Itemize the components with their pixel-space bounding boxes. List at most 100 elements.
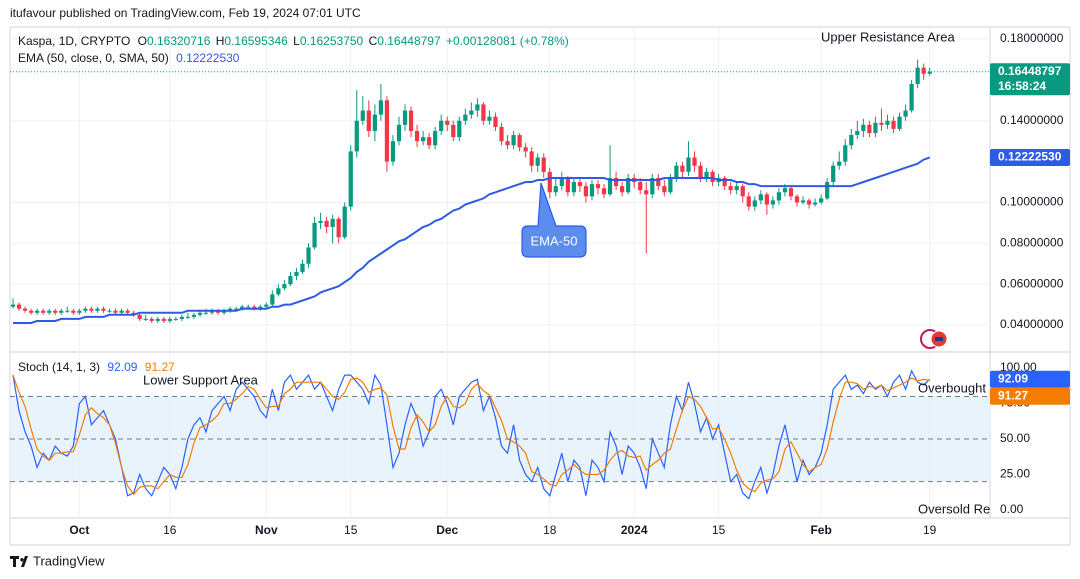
x-tick-label: 15 (712, 523, 726, 537)
candle-body (758, 194, 763, 201)
y-tick-label: 0.14000000 (1000, 113, 1064, 127)
candle-body (28, 310, 34, 313)
candle-body (800, 200, 806, 203)
candle-body (288, 276, 293, 285)
candle-body (173, 318, 178, 320)
candle-body (668, 177, 673, 193)
candle-body (433, 130, 438, 146)
last-price-tag: 16:58:24 (998, 79, 1046, 93)
candle-body (903, 110, 908, 117)
candle-body (879, 122, 884, 125)
candle-body (258, 306, 263, 309)
ema-callout (521, 182, 587, 258)
annotation: Overbought (918, 380, 986, 395)
candle-body (487, 116, 492, 121)
ema-name: EMA (50, close, 0, SMA, 50) (18, 51, 169, 65)
candle-body (185, 316, 191, 318)
x-tick-label: 15 (344, 523, 358, 537)
candle-body (396, 124, 402, 142)
candle-body (89, 308, 94, 311)
candle-body (849, 135, 854, 146)
candle-body (240, 306, 245, 309)
candle-body (601, 188, 607, 195)
candle-body (366, 110, 371, 131)
candle-body (595, 184, 601, 189)
candle-body (529, 151, 534, 166)
candle-body (47, 310, 52, 313)
candle-body (547, 171, 552, 193)
candle-body (776, 192, 782, 201)
candle-body (457, 120, 462, 138)
candle-body (16, 304, 22, 309)
candle-body (891, 120, 896, 129)
candle-body (812, 202, 818, 205)
candle-body (276, 288, 281, 295)
candle-body (565, 177, 570, 193)
brand-logo (10, 556, 28, 567)
candle-body (680, 165, 685, 172)
candle-body (475, 104, 480, 111)
candle-body (372, 114, 377, 131)
candle-body (927, 71, 932, 74)
icon-stripe (935, 337, 943, 341)
candle-body (107, 310, 112, 312)
candle-body (650, 177, 655, 195)
candle-body (837, 161, 842, 166)
candle-body (143, 318, 148, 320)
candle-body (155, 318, 160, 321)
candle-body (10, 304, 16, 307)
y-tick-label: 0.06000000 (1000, 276, 1064, 290)
ema-callout-text: EMA-50 (531, 233, 578, 248)
candle-body (469, 110, 474, 115)
stoch-legend: Stoch (14, 1, 3) 92.09 91.27 (18, 360, 175, 374)
candle-body (843, 145, 848, 162)
candle-body (149, 318, 154, 321)
ohlc-value: 0.16320716 (147, 34, 211, 48)
candle-body (402, 110, 408, 125)
y-tick-label: 50.00 (1000, 431, 1030, 445)
x-tick-label: 18 (543, 523, 557, 537)
y-tick-label: 0.00 (1000, 502, 1024, 516)
candle-body (523, 147, 528, 152)
candle-body (583, 186, 589, 197)
y-tick-label: 0.18000000 (1000, 31, 1064, 45)
candle-body (348, 151, 353, 207)
candle-body (35, 310, 40, 313)
candle-body (336, 218, 341, 238)
candle-body (861, 124, 866, 131)
ohlc-value: 0.16595346 (224, 34, 288, 48)
candle-body (686, 157, 691, 172)
candle-body (427, 137, 432, 146)
brand-name: TradingView (33, 553, 105, 568)
last-price-tag-bg (990, 63, 1070, 96)
y-tick-label: 100.00 (1000, 360, 1037, 374)
candle-body (710, 171, 715, 183)
candle-body (101, 308, 106, 311)
ohlc-key: H (216, 34, 225, 48)
candle-body (137, 314, 142, 319)
change: +0.00128081 (+0.78%) (446, 34, 569, 48)
candle-body (445, 120, 450, 125)
candle-body (897, 116, 902, 129)
stoch-title: Stoch (14, 1, 3) (18, 360, 100, 374)
candle-body (728, 186, 733, 191)
y-tick-label: 25.00 (1000, 467, 1030, 481)
candle-body (740, 186, 745, 197)
y-tick-label: 0.10000000 (1000, 195, 1064, 209)
candle-body (662, 186, 667, 193)
candle-body (234, 308, 239, 310)
candle-body (559, 177, 564, 187)
annotation: Oversold Re (918, 501, 990, 516)
candle-body (493, 116, 498, 127)
candle-body (909, 83, 914, 111)
candle-body (215, 310, 221, 313)
candle-body (264, 304, 269, 307)
candle-body (577, 182, 583, 187)
ema-legend: EMA (50, close, 0, SMA, 50) 0.12222530 (18, 51, 240, 65)
candle-body (620, 186, 625, 193)
candle-body (209, 310, 215, 313)
candle-body (505, 141, 510, 146)
candle-body (571, 182, 576, 193)
